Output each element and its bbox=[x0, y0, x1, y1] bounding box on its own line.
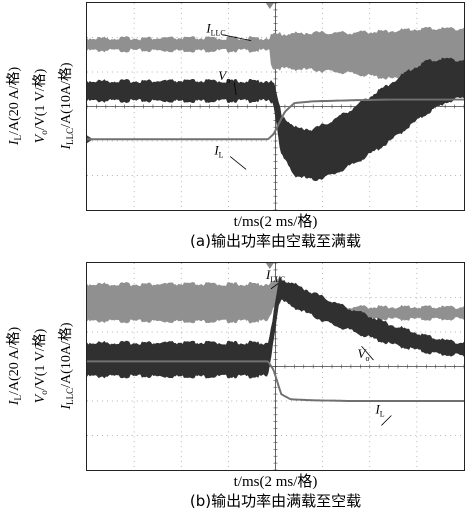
y-axis-label-a: IL/A(20 A/格) Vo/V(1 V/格) ILLC/A(10A/格) bbox=[0, 2, 84, 211]
series-label-I_L: IL bbox=[213, 144, 223, 160]
series-I_L-trace bbox=[87, 98, 464, 141]
x-axis-label-b: t/ms(2 ms/格) bbox=[233, 474, 318, 490]
y-axis-label-svg-a: IL/A(20 A/格) Vo/V(1 V/格) ILLC/A(10A/格) bbox=[6, 62, 75, 150]
caption-b: (b)输出功率由满载至空载 bbox=[189, 492, 362, 510]
series-label-V_o: Vo bbox=[218, 69, 230, 85]
caption-a: (a)输出功率由空载至满载 bbox=[190, 232, 361, 250]
series-V_o-band bbox=[87, 275, 464, 379]
ylabel-line-1-b: IL/A(20 A/格) bbox=[6, 327, 23, 407]
label-leader-I_L bbox=[229, 156, 247, 170]
series-label-V_o: Vo bbox=[358, 347, 370, 363]
series-I_LLC-band bbox=[87, 26, 464, 83]
ylabel-line-2-a: Vo/V(1 V/格) bbox=[32, 68, 49, 143]
ylabel-line-1-a: IL/A(20 A/格) bbox=[6, 67, 23, 147]
series-label-I_L: IL bbox=[374, 403, 384, 419]
series-I_L-trace bbox=[87, 360, 464, 402]
label-leader-V_o bbox=[233, 82, 237, 96]
series-V_o-band bbox=[87, 57, 464, 182]
scope-screen-b: ILLC Vo IL bbox=[86, 262, 465, 471]
label-leader-I_L bbox=[381, 415, 392, 426]
scope-screen-a: ILLC Vo IL bbox=[86, 2, 465, 211]
ylabel-line-3-a: ILLC/A(10A/格) bbox=[58, 62, 75, 150]
label-leader-V_o bbox=[361, 345, 374, 361]
series-I_LLC-band bbox=[87, 275, 464, 324]
scope-plot-a: ILLC Vo IL bbox=[87, 3, 464, 210]
ylabel-line-3-b: ILLC/A(10A/格) bbox=[58, 322, 75, 410]
series-label-I_LLC: ILLC bbox=[265, 268, 285, 284]
scope-plot-b: ILLC Vo IL bbox=[87, 263, 464, 470]
label-leader-I_LLC bbox=[222, 34, 252, 42]
trigger-marker bbox=[265, 263, 274, 269]
ylabel-line-2-b: Vo/V(1 V/格) bbox=[32, 328, 49, 403]
trigger-marker bbox=[265, 3, 274, 9]
y-axis-label-svg-b: IL/A(20 A/格) Vo/V(1 V/格) ILLC/A(10A/格) bbox=[6, 322, 75, 410]
y-axis-label-b: IL/A(20 A/格) Vo/V(1 V/格) ILLC/A(10A/格) bbox=[0, 262, 84, 471]
series-label-I_LLC: ILLC bbox=[205, 22, 225, 38]
x-axis-label-a: t/ms(2 ms/格) bbox=[233, 214, 318, 230]
